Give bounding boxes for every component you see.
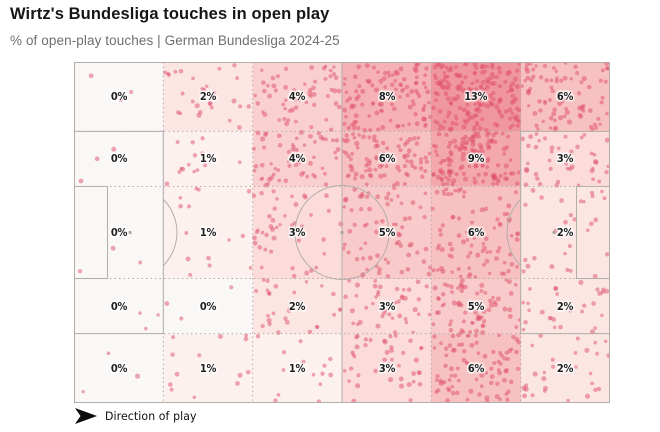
zone-label: 1% bbox=[289, 361, 306, 375]
pitch-markings-layer bbox=[74, 62, 610, 403]
zone-fill-layer bbox=[74, 62, 610, 403]
zone-cell bbox=[342, 131, 432, 187]
zone-label: 3% bbox=[289, 225, 306, 239]
zone-label: 8% bbox=[378, 90, 396, 104]
zone-label: 0% bbox=[110, 152, 128, 166]
zone-label: 4% bbox=[289, 152, 306, 166]
zone-cell bbox=[74, 131, 164, 187]
zone-label: 0% bbox=[110, 90, 128, 104]
zone-label: 1% bbox=[199, 152, 217, 166]
pitch-heatmap: 0% 2% 4% 8% 13% 6% 0% 1% 4% 6% 9% 3% 0% 1% 3% 5% 6% 2% 0% 0… bbox=[74, 62, 610, 403]
zone-cell bbox=[252, 278, 342, 334]
chart-title: Wirtz's Bundesliga touches in open play bbox=[10, 5, 330, 23]
zone-label: 0% bbox=[199, 299, 217, 313]
zone-label: 6% bbox=[467, 225, 485, 239]
zone-label: 4% bbox=[289, 90, 306, 104]
direction-arrow-icon bbox=[75, 408, 97, 424]
zone-cell bbox=[74, 278, 164, 334]
zone-cell bbox=[252, 333, 342, 403]
zone-label: 9% bbox=[467, 152, 485, 166]
direction-of-play-label: Direction of play bbox=[105, 409, 197, 423]
zone-cell bbox=[431, 278, 521, 334]
zone-cell bbox=[520, 186, 610, 279]
zone-label: 3% bbox=[557, 152, 574, 166]
zone-label: 2% bbox=[557, 361, 574, 375]
zone-label-layer: 0% 2% 4% 8% 13% 6% 0% 1% 4% 6% 9% 3% 0% 1% 3% 5% 6% 2% 0% 0… bbox=[74, 62, 610, 403]
zone-label: 6% bbox=[378, 152, 396, 166]
zone-label: 2% bbox=[289, 299, 306, 313]
zone-label: 0% bbox=[110, 299, 128, 313]
zone-label: 2% bbox=[557, 225, 574, 239]
zone-cell bbox=[74, 186, 164, 279]
zone-label: 1% bbox=[199, 361, 217, 375]
zone-cell bbox=[163, 278, 253, 334]
zone-label: 3% bbox=[378, 361, 396, 375]
zone-label: 6% bbox=[557, 90, 574, 104]
zone-label: 6% bbox=[467, 361, 485, 375]
zone-cell bbox=[74, 62, 164, 132]
zone-label: 5% bbox=[378, 225, 396, 239]
zone-label: 0% bbox=[110, 225, 128, 239]
zone-cell bbox=[74, 333, 164, 403]
zone-label: 0% bbox=[110, 361, 128, 375]
zone-label: 13% bbox=[464, 90, 488, 104]
zone-label: 3% bbox=[378, 299, 396, 313]
zone-cell bbox=[163, 186, 253, 279]
zone-label: 1% bbox=[199, 225, 217, 239]
zone-cell bbox=[163, 62, 253, 132]
zone-label: 5% bbox=[467, 299, 485, 313]
zone-label: 2% bbox=[557, 299, 574, 313]
zone-label: 2% bbox=[199, 90, 217, 104]
zone-cell bbox=[252, 186, 342, 279]
chart-subtitle: % of open-play touches | German Bundesli… bbox=[10, 33, 340, 48]
zone-cell bbox=[520, 131, 610, 187]
zone-cell bbox=[520, 278, 610, 334]
touch-dots-layer bbox=[77, 62, 610, 403]
zone-cell bbox=[163, 333, 253, 403]
direction-of-play: Direction of play bbox=[75, 406, 201, 426]
